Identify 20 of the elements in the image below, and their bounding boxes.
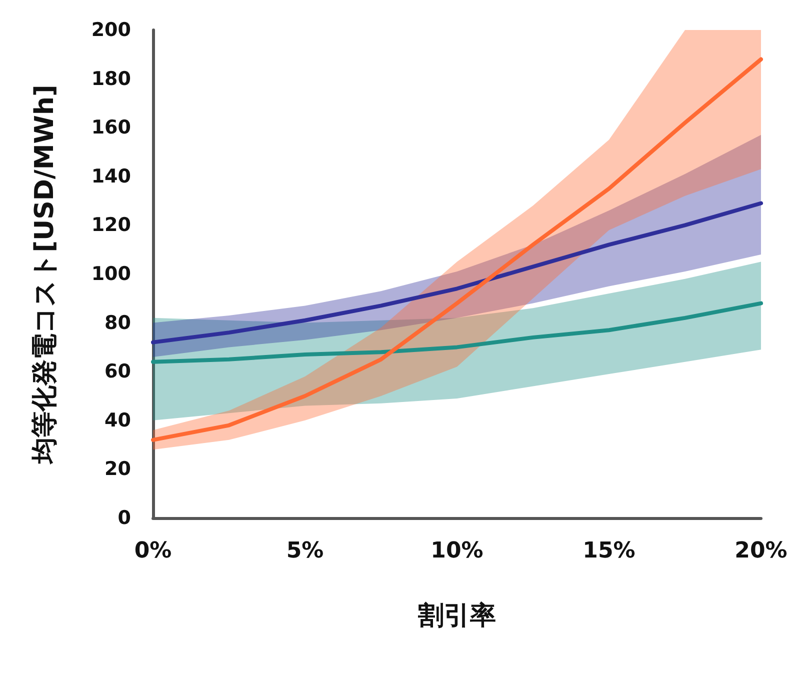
x-tick-label: 20% (734, 538, 788, 564)
y-tick-label: 200 (91, 19, 131, 41)
y-tick-label: 140 (91, 165, 131, 188)
y-tick-label: 100 (91, 263, 131, 285)
line-series (151, 301, 763, 364)
y-tick-label: 60 (104, 360, 131, 383)
y-tick-label: 40 (104, 409, 131, 432)
x-tick-label: 5% (286, 538, 324, 564)
y-tick-label: 180 (91, 68, 131, 90)
y-tick-label: 20 (104, 458, 131, 480)
y-tick-label: 0 (118, 507, 131, 529)
x-axis-title: 割引率 (417, 601, 496, 631)
y-tick-label: 160 (91, 116, 131, 139)
y-tick-label: 80 (104, 312, 131, 334)
x-tick-label: 15% (582, 538, 636, 564)
x-tick-label: 10% (430, 538, 484, 564)
line-series (151, 201, 763, 344)
y-tick-label: 120 (91, 214, 131, 236)
x-tick-label: 0% (134, 538, 172, 564)
y-axis-title: 均等化発電コスト[USD/MWh] (30, 84, 60, 466)
